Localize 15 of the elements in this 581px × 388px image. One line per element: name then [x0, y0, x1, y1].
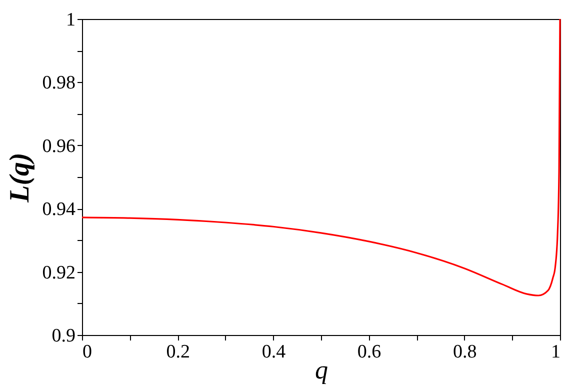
y-tick-label: 0.96: [42, 136, 76, 157]
y-tick-label: 1: [66, 10, 76, 30]
x-tick-label: 0.2: [166, 342, 190, 362]
y-tick-label: 0.9: [52, 326, 76, 346]
y-tick-label: 0.92: [42, 262, 76, 284]
x-tick-label: 0.6: [357, 342, 382, 362]
x-tick-label: 1: [551, 342, 560, 362]
y-tick-label: 0.98: [42, 72, 76, 94]
x-tick-label: 0.4: [262, 342, 286, 362]
y-axis-title: L(q): [4, 152, 36, 204]
x-axis-title: q: [315, 356, 328, 384]
y-tick-label: 0.94: [42, 199, 76, 220]
x-tick-label: 0: [82, 342, 92, 362]
line-series: [81, 18, 561, 296]
x-tick-label: 0.8: [453, 342, 477, 362]
